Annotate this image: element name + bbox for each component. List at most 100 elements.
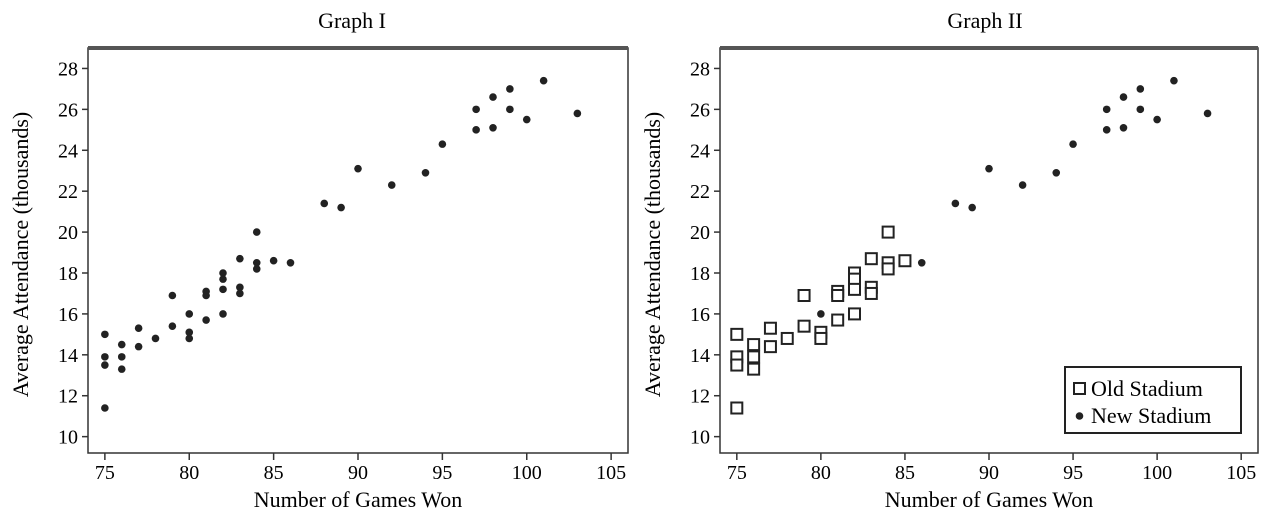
y-tick-label: 16 xyxy=(58,304,78,326)
y-tick-label: 22 xyxy=(690,181,710,203)
data-point-square xyxy=(730,358,744,372)
data-point-dot xyxy=(219,275,227,283)
y-tick-label: 18 xyxy=(690,263,710,285)
x-tick-label: 75 xyxy=(95,462,115,484)
data-point-square xyxy=(797,319,811,333)
data-point-dot xyxy=(101,330,109,339)
y-tick-label: 28 xyxy=(58,58,78,80)
y-axis-label: Average Attendance (thousands) xyxy=(640,112,665,397)
data-point-dot xyxy=(252,228,261,236)
x-tick-label: 80 xyxy=(179,462,199,484)
data-point-square xyxy=(780,331,794,345)
data-point-dot xyxy=(202,291,210,300)
legend-label: Old Stadium xyxy=(1091,376,1203,401)
data-point-dot xyxy=(320,199,329,208)
x-tick-label: 80 xyxy=(811,462,831,484)
data-point-dot xyxy=(185,310,194,318)
data-point-dot xyxy=(151,334,160,343)
y-tick-label: 12 xyxy=(58,386,78,408)
x-tick-label: 75 xyxy=(727,462,747,484)
data-point-dot xyxy=(101,361,109,369)
data-point-dot xyxy=(236,254,244,263)
y-tick-label: 12 xyxy=(690,386,710,408)
x-tick-label: 95 xyxy=(1063,462,1083,484)
data-point-dot xyxy=(917,258,926,267)
data-point-dot xyxy=(354,164,362,173)
chart-panel-2: Graph II 75 80 85 90 95 100 105 10 12 14 16 18 20 22 24… xyxy=(640,8,1259,512)
data-point-square xyxy=(864,252,878,266)
data-point-dot xyxy=(236,283,244,292)
data-point-dot xyxy=(202,316,210,324)
legend-marker-dot xyxy=(1075,412,1084,420)
data-point-dot xyxy=(134,324,143,333)
y-tick-label: 16 xyxy=(690,304,710,326)
data-point-square xyxy=(831,289,845,302)
data-point-square xyxy=(848,282,861,296)
data-point-dot xyxy=(522,115,531,124)
data-point-dot xyxy=(168,291,177,300)
data-point-dot xyxy=(968,203,976,212)
data-point-dot xyxy=(1052,168,1061,177)
x-axis-label: Number of Games Won xyxy=(885,487,1094,512)
data-point-dot xyxy=(117,353,126,361)
data-point-dot xyxy=(1119,123,1128,132)
data-point-square xyxy=(763,321,777,335)
data-point-dot xyxy=(1018,181,1027,189)
data-point-dot xyxy=(951,199,960,208)
legend-marker-square xyxy=(1073,382,1086,395)
y-tick-label: 14 xyxy=(58,345,78,367)
series-1 xyxy=(101,76,582,412)
y-tick-label: 10 xyxy=(58,427,78,449)
data-point-dot xyxy=(489,93,497,101)
x-tick-label: 100 xyxy=(512,462,542,484)
data-point-dot xyxy=(421,168,430,177)
data-point-dot xyxy=(506,85,514,93)
data-point-dot xyxy=(985,164,993,173)
data-point-dot xyxy=(1136,85,1145,93)
data-point-dot xyxy=(101,404,109,412)
y-tick-label: 14 xyxy=(690,345,710,367)
data-point-dot xyxy=(489,123,497,132)
chart-title: Graph II xyxy=(947,8,1022,33)
data-point-dot xyxy=(219,310,227,318)
x-tick-label: 90 xyxy=(348,462,368,484)
data-point-dot xyxy=(438,140,447,148)
data-point-dot xyxy=(252,265,261,273)
data-point-dot xyxy=(1153,115,1161,124)
data-point-dot xyxy=(252,258,261,267)
chart-panel-1: Graph I 75 80 85 90 95 100 105 10 12 14 16 18 20 22 24 2… xyxy=(8,8,629,512)
data-point-dot xyxy=(185,334,194,343)
y-tick-label: 10 xyxy=(690,427,710,449)
data-point-dot xyxy=(236,289,244,298)
x-tick-label: 85 xyxy=(895,462,915,484)
data-point-dot xyxy=(219,269,227,277)
data-point-square xyxy=(763,340,777,354)
y-axis-label: Average Attendance (thousands) xyxy=(8,112,33,397)
data-point-dot xyxy=(117,340,126,349)
x-tick-label: 105 xyxy=(1226,462,1256,484)
y-tick-label: 20 xyxy=(58,222,78,244)
x-tick-label: 100 xyxy=(1142,462,1172,484)
data-point-square xyxy=(831,313,845,327)
data-point-square xyxy=(881,225,895,239)
data-point-square xyxy=(747,362,761,376)
data-point-dot xyxy=(817,310,825,318)
data-point-square xyxy=(747,338,761,352)
data-point-dot xyxy=(573,109,582,118)
data-point-square xyxy=(898,254,912,268)
data-point-dot xyxy=(219,285,227,294)
data-point-dot xyxy=(1203,109,1212,118)
legend-box xyxy=(1064,366,1242,434)
data-point-dot xyxy=(506,105,514,114)
y-tick-label: 20 xyxy=(690,222,710,244)
data-point-dot xyxy=(1119,93,1128,101)
data-point-dot xyxy=(1102,105,1111,114)
data-point-dot xyxy=(185,328,194,337)
data-point-square xyxy=(730,327,744,341)
data-point-dot xyxy=(134,342,143,351)
series-old-stadium xyxy=(730,225,912,415)
x-tick-label: 95 xyxy=(432,462,452,484)
data-point-dot xyxy=(472,105,480,114)
